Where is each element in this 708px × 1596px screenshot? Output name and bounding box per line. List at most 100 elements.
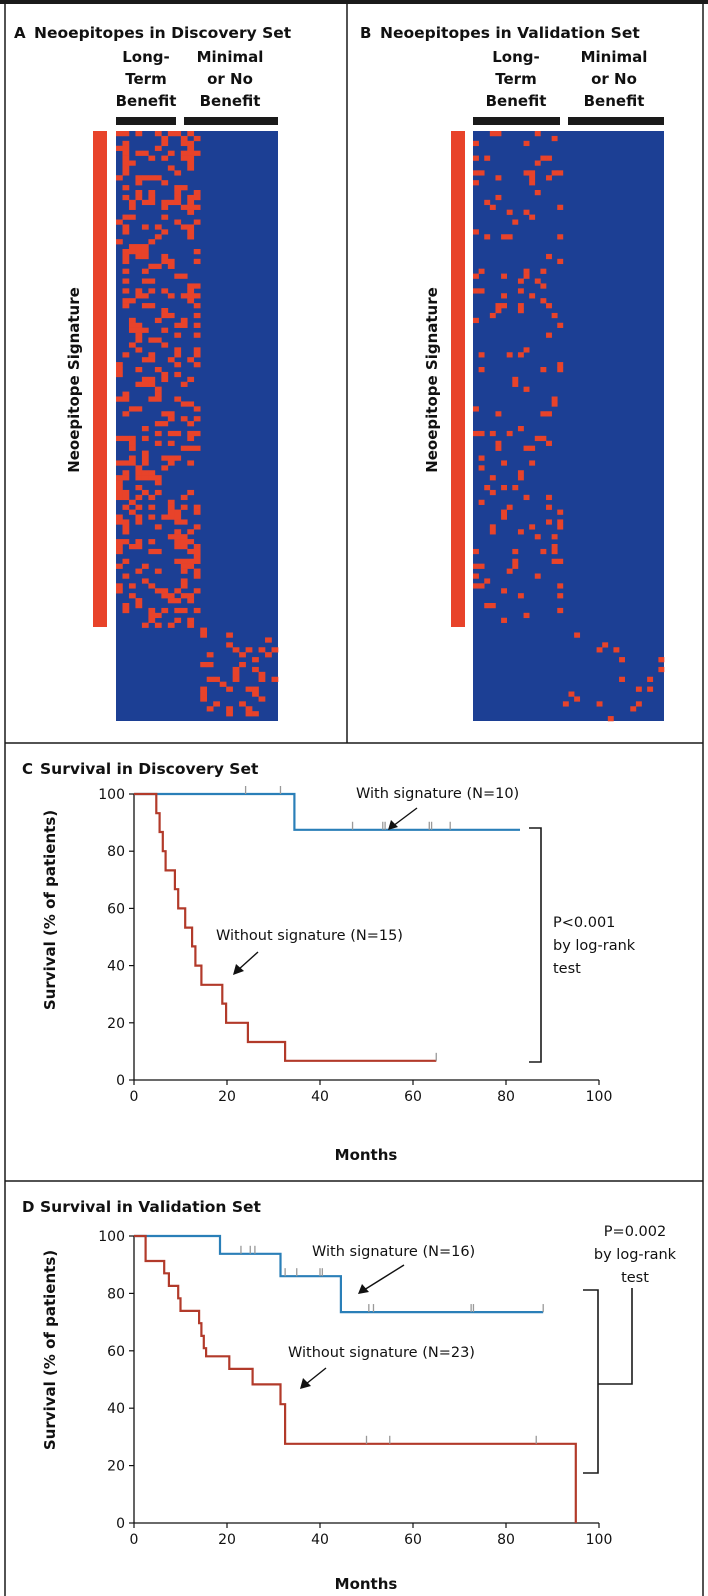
- heatmap-cell: [116, 145, 123, 151]
- heatmap-cell: [239, 652, 246, 658]
- heatmap-cell: [473, 430, 479, 437]
- pvalue-d-line2: by log-rank: [594, 1247, 677, 1263]
- heatmap-cell: [174, 347, 182, 353]
- heatmap-cell: [193, 588, 201, 594]
- heatmap-cell: [489, 430, 496, 437]
- heatmap-cell: [141, 327, 149, 333]
- heatmap-cell: [534, 190, 541, 196]
- heatmap-cell: [141, 455, 149, 461]
- heatmap-cell: [232, 647, 240, 653]
- heatmap-cell: [187, 283, 195, 289]
- heatmap-cell: [135, 475, 143, 481]
- group-label-long-term-a-3: Benefit: [116, 92, 177, 110]
- heatmap-cell: [180, 558, 188, 564]
- heatmap-cell: [534, 573, 541, 579]
- heatmap-cell: [161, 312, 169, 319]
- heatmap-cell: [122, 224, 130, 230]
- heatmap-cell: [122, 524, 130, 530]
- heatmap-cell: [122, 194, 130, 201]
- heatmap-cell: [180, 445, 188, 451]
- heatmap-cell: [187, 558, 195, 564]
- x-tick-label: 40: [311, 1089, 329, 1105]
- heatmap-cell: [193, 150, 201, 156]
- heatmap-cell: [213, 701, 220, 707]
- heatmap-cell: [148, 352, 156, 358]
- heatmap-cell: [167, 534, 175, 540]
- heatmap-cell: [135, 603, 143, 609]
- heatmap-cell: [135, 544, 143, 550]
- heatmap-cell: [489, 489, 496, 496]
- heatmap-cell: [501, 588, 508, 594]
- heatmap-cell: [187, 401, 195, 407]
- heatmap-cell: [174, 170, 182, 176]
- heatmap-cell: [128, 435, 136, 442]
- heatmap-cell: [116, 480, 123, 486]
- heatmap-cell: [161, 376, 169, 383]
- heatmap-cell: [478, 499, 485, 505]
- heatmap-cell: [200, 686, 208, 692]
- heatmap-cell: [122, 489, 130, 496]
- panel-c-letter: C: [22, 760, 33, 778]
- heatmap-cell: [484, 199, 491, 206]
- heatmap-cell: [148, 504, 156, 510]
- heatmap-cell: [141, 450, 149, 456]
- heatmap-cell: [473, 548, 479, 555]
- heatmap-cell: [523, 209, 530, 215]
- heatmap-cell: [122, 396, 130, 402]
- heatmap-cell: [193, 558, 201, 564]
- heatmap-cell: [473, 583, 479, 589]
- signature-bar-a: [93, 131, 107, 627]
- heatmap-cell: [161, 258, 169, 265]
- heatmap-cell: [489, 603, 496, 609]
- heatmap-cell: [200, 632, 208, 638]
- heatmap-cell: [116, 239, 123, 245]
- heatmap-cell: [252, 711, 259, 717]
- heatmap-cell: [635, 686, 642, 692]
- heatmap-cell: [116, 371, 123, 378]
- heatmap-cell: [557, 524, 564, 530]
- heatmap-cell: [174, 598, 182, 604]
- heatmap-cell: [562, 701, 569, 707]
- y-tick-label: 80: [107, 1286, 125, 1302]
- heatmap-cell: [506, 234, 513, 240]
- heatmap-cell: [154, 588, 162, 594]
- heatmap-background: [473, 131, 664, 721]
- heatmap-cell: [161, 342, 169, 348]
- heatmap-cell: [501, 234, 508, 240]
- heatmap-cell: [193, 544, 201, 550]
- heatmap-cell: [546, 504, 552, 510]
- heatmap-cell: [141, 563, 149, 569]
- heatmap-cell: [128, 199, 136, 206]
- heatmap-cell: [135, 293, 143, 299]
- heatmap-cell: [148, 376, 156, 383]
- heatmap-cell: [122, 253, 130, 260]
- heatmap-cell: [613, 647, 620, 653]
- heatmap-cell: [546, 155, 552, 161]
- heatmap-cell: [122, 470, 130, 476]
- heatmap-cell: [167, 165, 175, 171]
- heatmap-cell: [167, 455, 175, 461]
- heatmap-cell: [187, 150, 195, 156]
- heatmap-cell: [122, 249, 130, 255]
- heatmap-cell: [557, 607, 564, 614]
- heatmap-cell: [534, 160, 541, 166]
- heatmap-cell: [187, 199, 195, 206]
- heatmap-cell: [122, 519, 130, 525]
- heatmap-cell: [180, 416, 188, 422]
- heatmap-cell: [148, 617, 156, 623]
- km-plot-validation: 0 20 40 60 80 100 0 20 40 60 80 100: [98, 1229, 612, 1548]
- heatmap-cell: [135, 322, 143, 328]
- group-label-minimal-a-3: Benefit: [200, 92, 261, 110]
- heatmap-cell: [551, 534, 558, 540]
- heatmap-cell: [506, 352, 513, 358]
- heatmap-cell: [484, 578, 491, 584]
- heatmap-cell: [167, 460, 175, 466]
- heatmap-cell: [226, 642, 233, 648]
- heatmap-cell: [495, 308, 502, 314]
- heatmap-cell: [154, 480, 162, 486]
- y-tick-label: 20: [107, 1459, 125, 1475]
- y-tick-label: 0: [116, 1516, 125, 1532]
- heatmap-cell: [167, 416, 175, 422]
- group-label-long-term-a-2: Term: [125, 70, 166, 88]
